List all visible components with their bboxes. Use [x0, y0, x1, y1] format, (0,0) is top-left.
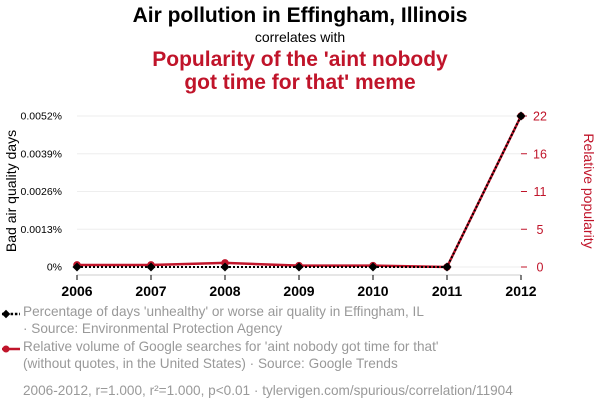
left-tick-label: 0%: [47, 262, 62, 274]
second-title-line-1: Popularity of the 'aint nobody: [152, 48, 448, 71]
right-tick-label: 5: [537, 223, 544, 237]
second-title-line-2: got time for that' meme: [184, 71, 416, 94]
left-tick-label: 0.0013%: [21, 224, 62, 236]
legend-item-air-quality: Percentage of days 'unhealthy' or worse …: [0, 304, 600, 337]
data-point-air-quality: [146, 262, 156, 272]
x-tick-label: 2007: [135, 283, 166, 299]
left-tick-label: 0.0039%: [21, 148, 62, 160]
x-tick-label: 2008: [209, 283, 240, 299]
legend-text-air-quality-1: Percentage of days 'unhealthy' or worse …: [23, 304, 424, 319]
right-axis: 0 5 11 16 22: [521, 110, 547, 275]
right-tick-label: 16: [533, 147, 547, 161]
data-point-air-quality: [220, 262, 230, 272]
left-tick-label: 0.0026%: [21, 186, 62, 198]
left-axis-label: Bad air quality days: [3, 130, 19, 252]
legend-swatch-air-quality: [1, 309, 20, 319]
x-tick-label: 2009: [283, 283, 314, 299]
x-tick-label: 2006: [61, 283, 92, 299]
chart-title: Air pollution in Effingham, Illinois: [132, 4, 468, 27]
right-axis-label: Relative popularity: [581, 133, 597, 248]
right-tick-label: 11: [534, 185, 547, 199]
x-tick-label: 2010: [357, 283, 388, 299]
legend-swatch-popularity: [2, 345, 20, 353]
chart-plot: 0%0.0013%0.0026%0.0039%0.0052% 05111622 …: [3, 110, 597, 300]
legend-item-popularity: Relative volume of Google searches for '…: [0, 339, 600, 372]
legend-text-air-quality-2: · Source: Environmental Protection Agenc…: [23, 320, 283, 336]
left-axis: 0% 0.0013% 0.0026% 0.0039% 0.0052%: [21, 111, 62, 274]
right-tick-label: 0: [537, 261, 544, 275]
chart-subtitle: correlates with: [254, 29, 346, 45]
legend-text-popularity-1: Relative volume of Google searches for '…: [23, 339, 439, 354]
legend-text-popularity-2: (without quotes, in the United States) ·…: [23, 355, 398, 371]
x-tick-label: 2011: [432, 283, 463, 299]
left-tick-label: 0.0052%: [21, 111, 62, 123]
footer-citation: 2006-2012, r=1.000, r²=1.000, p<0.01 · t…: [23, 383, 513, 398]
right-tick-label: 22: [533, 110, 547, 124]
x-tick-label: 2012: [505, 283, 536, 299]
chart-second-title: Popularity of the 'aint nobody got time …: [100, 48, 500, 94]
x-axis: 2006 2007 2008 2009 2010 2011 2012: [61, 274, 537, 299]
data-point-air-quality: [442, 262, 452, 272]
chart-grid: [77, 115, 521, 268]
legend: Percentage of days 'unhealthy' or worse …: [0, 304, 600, 374]
data-point-air-quality: [516, 111, 526, 121]
